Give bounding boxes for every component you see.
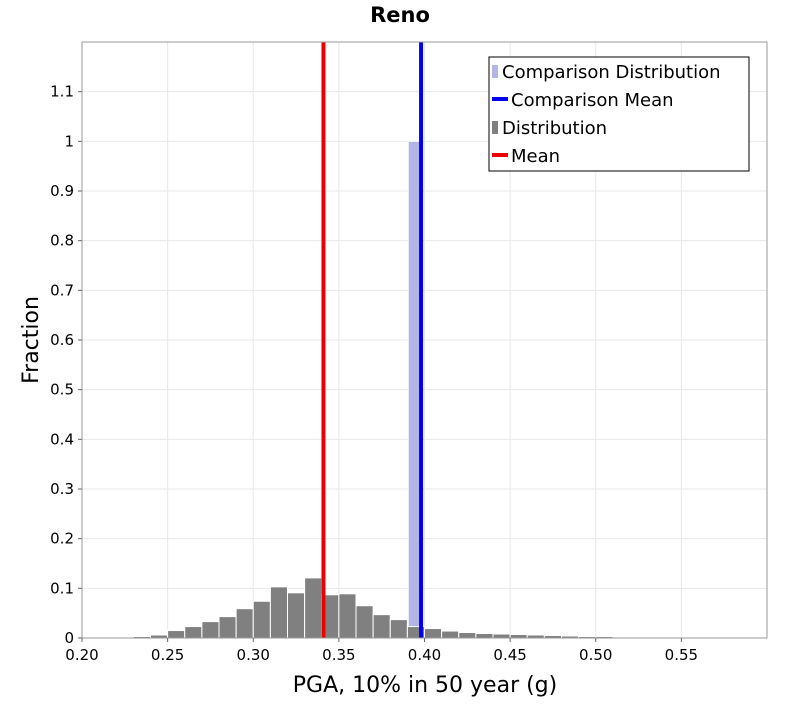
y-tick-label: 0.3: [50, 480, 74, 498]
bar-distribution: [236, 609, 253, 638]
x-tick-label: 0.40: [408, 646, 441, 664]
x-tick-label: 0.50: [579, 646, 612, 664]
bar-distribution: [425, 629, 442, 638]
x-tick-label: 0.20: [65, 646, 98, 664]
y-tick-label: 0.8: [50, 232, 74, 250]
y-tick-label: 0.9: [50, 182, 74, 200]
bar-distribution: [288, 593, 305, 638]
bar-distribution: [476, 634, 493, 638]
y-tick-label: 1: [64, 132, 74, 150]
bar-distribution: [442, 631, 459, 638]
y-tick-label: 0.4: [50, 430, 74, 448]
bar-distribution: [202, 622, 219, 638]
legend-label: Mean: [511, 146, 560, 167]
bar-distribution: [219, 617, 236, 638]
bar-distribution: [493, 634, 510, 638]
chart-title: Reno: [370, 3, 430, 27]
legend-label: Distribution: [502, 118, 607, 139]
y-tick-label: 0.7: [50, 281, 74, 299]
x-axis-title: PGA, 10% in 50 year (g): [293, 673, 557, 698]
legend-swatch: [492, 121, 498, 134]
y-tick-label: 0.1: [50, 579, 74, 597]
y-tick-label: 0.5: [50, 381, 74, 399]
legend: Comparison Distribution Comparison Mean Di…: [489, 57, 749, 171]
y-axis-ticks: 0 0.1 0.2 0.3 0.4 0.5 0.6 0.7 0.8 0.9 1 1.1: [50, 83, 82, 647]
x-tick-label: 0.30: [237, 646, 270, 664]
x-axis-ticks: 0.20 0.25 0.30 0.35 0.40 0.45 0.50 0.55: [65, 638, 698, 664]
bar-distribution: [373, 615, 390, 638]
bar-distribution: [510, 635, 527, 638]
legend-label: Comparison Mean: [511, 90, 674, 111]
x-tick-label: 0.55: [665, 646, 698, 664]
x-tick-label: 0.25: [151, 646, 184, 664]
bar-distribution: [270, 587, 287, 638]
y-tick-label: 1.1: [50, 83, 74, 101]
bar-distribution: [253, 601, 270, 638]
bar-distribution: [305, 578, 322, 638]
y-tick-label: 0: [64, 629, 74, 647]
x-tick-label: 0.35: [322, 646, 355, 664]
y-axis-title: Fraction: [19, 296, 44, 384]
bar-distribution: [185, 627, 202, 638]
bar-distribution: [390, 620, 407, 638]
y-tick-label: 0.6: [50, 331, 74, 349]
bar-distribution: [339, 594, 356, 638]
bar-distribution: [459, 633, 476, 638]
y-tick-label: 0.2: [50, 530, 74, 548]
legend-swatch: [492, 65, 498, 78]
legend-label: Comparison Distribution: [502, 62, 721, 83]
bar-distribution: [356, 606, 373, 638]
x-tick-label: 0.45: [493, 646, 526, 664]
bar-distribution: [168, 631, 185, 638]
